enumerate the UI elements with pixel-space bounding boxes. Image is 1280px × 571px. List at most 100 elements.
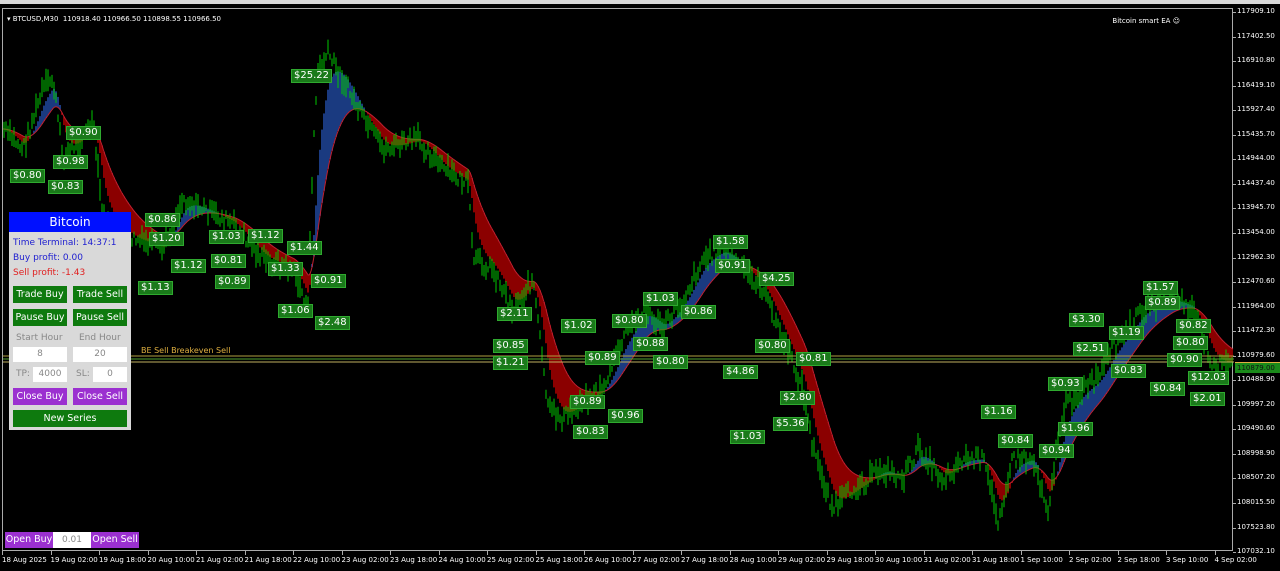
be-sell-label: BE Sell Breakeven Sell — [139, 346, 233, 355]
end-hour-label: End Hour — [79, 333, 121, 343]
time-tick: 30 Aug 10:00 — [875, 551, 923, 564]
trade-profit-label: $2.48 — [315, 316, 350, 330]
price-tick: 112470.60 — [1233, 277, 1275, 286]
chart-header: ▾ BTCUSD,M30 110918.40 110966.50 110898.… — [7, 15, 221, 23]
price-tick: 112962.30 — [1233, 252, 1275, 261]
price-chart[interactable] — [3, 9, 1234, 552]
trade-profit-label: $0.93 — [1048, 377, 1083, 391]
trade-profit-label: $1.21 — [493, 356, 528, 370]
trade-profit-label: $0.80 — [612, 314, 647, 328]
trade-profit-label: $1.03 — [209, 230, 244, 244]
time-tick: 2 Sep 18:00 — [1117, 551, 1160, 564]
price-tick: 116910.80 — [1233, 56, 1275, 65]
trade-profit-label: $1.13 — [138, 281, 173, 295]
trade-profit-label: $0.89 — [215, 275, 250, 289]
trade-profit-label: $4.86 — [723, 365, 758, 379]
new-series-button[interactable]: New Series — [13, 410, 127, 427]
price-tick: 109490.60 — [1233, 424, 1275, 433]
trade-sell-button[interactable]: Trade Sell — [73, 286, 127, 303]
lot-size-input[interactable]: 0.01 — [53, 532, 91, 548]
trade-profit-label: $3.30 — [1069, 313, 1104, 327]
time-tick: 23 Aug 18:00 — [390, 551, 438, 564]
time-tick: 23 Aug 02:00 — [341, 551, 389, 564]
trade-profit-label: $1.19 — [1109, 326, 1144, 340]
price-tick: 107523.80 — [1233, 522, 1275, 531]
tp-input[interactable]: 4000 — [33, 367, 67, 382]
price-tick: 114944.00 — [1233, 154, 1275, 163]
time-tick: 21 Aug 18:00 — [244, 551, 292, 564]
price-tick: 110488.90 — [1233, 375, 1275, 384]
price-tick: 108507.20 — [1233, 473, 1275, 482]
slow-ma-line — [3, 106, 1234, 486]
time-terminal: Time Terminal: 14:37:1 — [13, 238, 117, 248]
trade-profit-label: $0.83 — [573, 425, 608, 439]
sell-profit: Sell profit: -1.43 — [13, 268, 86, 278]
price-tick: 115435.70 — [1233, 129, 1275, 138]
panel-title: Bitcoin — [9, 212, 131, 232]
time-tick: 28 Aug 10:00 — [729, 551, 777, 564]
trade-profit-label: $0.81 — [211, 254, 246, 268]
trade-buy-button[interactable]: Trade Buy — [13, 286, 67, 303]
order-line-label: BE Sell — [141, 346, 169, 355]
time-tick: 27 Aug 18:00 — [681, 551, 729, 564]
trade-profit-label: $1.57 — [1143, 281, 1178, 295]
price-tick: 111964.00 — [1233, 301, 1275, 310]
trade-profit-label: $1.02 — [561, 319, 596, 333]
trade-profit-label: $1.33 — [268, 262, 303, 276]
time-tick: 31 Aug 18:00 — [972, 551, 1020, 564]
price-tick: 108998.90 — [1233, 448, 1275, 457]
time-tick: 18 Aug 2025 — [2, 551, 47, 564]
trade-profit-label: $0.98 — [53, 155, 88, 169]
trade-profit-label: $1.12 — [248, 229, 283, 243]
ea-label: Bitcoin smart EA ☺ — [1112, 17, 1180, 25]
time-tick: 29 Aug 18:00 — [826, 551, 874, 564]
price-tick: 114437.40 — [1233, 178, 1275, 187]
pause-buy-button[interactable]: Pause Buy — [13, 309, 67, 326]
price-tick: 108015.50 — [1233, 498, 1275, 506]
time-tick: 3 Sep 10:00 — [1166, 551, 1209, 564]
trade-profit-label: $0.85 — [493, 339, 528, 353]
price-axis[interactable]: 117909.10 117402.50 116910.80 116419.10 1159… — [1233, 4, 1280, 555]
buy-profit: Buy profit: 0.00 — [13, 253, 83, 263]
trade-profit-label: $0.84 — [998, 434, 1033, 448]
trade-profit-label: $0.89 — [570, 395, 605, 409]
trade-profit-label: $2.01 — [1190, 392, 1225, 406]
trade-profit-label: $1.58 — [713, 235, 748, 249]
trade-profit-label: $12.03 — [1188, 371, 1229, 385]
sl-input[interactable]: 0 — [93, 367, 127, 382]
ohlc-values: 110918.40 110966.50 110898.55 110966.50 — [62, 15, 221, 23]
open-buy-button[interactable]: Open Buy — [5, 532, 53, 548]
trade-profit-label: $1.06 — [278, 304, 313, 318]
trade-profit-label: $1.03 — [730, 430, 765, 444]
current-price-tag: 110879.00 — [1235, 362, 1280, 373]
trade-profit-label: $0.80 — [653, 355, 688, 369]
trade-profit-label: $0.86 — [145, 213, 180, 227]
open-sell-button[interactable]: Open Sell — [91, 532, 139, 548]
price-tick: 113945.70 — [1233, 203, 1275, 212]
trade-profit-label: $1.96 — [1058, 422, 1093, 436]
close-buy-button[interactable]: Close Buy — [13, 388, 67, 405]
chart-area[interactable]: ▾ BTCUSD,M30 110918.40 110966.50 110898.… — [2, 8, 1234, 552]
end-hour-input[interactable]: 20 — [73, 347, 127, 362]
time-tick: 21 Aug 02:00 — [196, 551, 244, 564]
collapse-arrow-icon[interactable]: ▾ — [7, 15, 11, 23]
price-tick: 113454.00 — [1233, 227, 1275, 236]
trade-profit-label: $0.83 — [48, 180, 83, 194]
time-tick: 4 Sep 02:00 — [1214, 551, 1257, 564]
price-tick: 111472.30 — [1233, 326, 1275, 335]
time-tick: 19 Aug 18:00 — [99, 551, 147, 564]
time-tick: 22 Aug 10:00 — [293, 551, 341, 564]
start-hour-label: Start Hour — [16, 333, 63, 343]
trade-profit-label: $0.80 — [1173, 336, 1208, 350]
smiley-icon: ☺ — [1172, 17, 1180, 25]
trade-profit-label: $5.36 — [773, 417, 808, 431]
trade-profit-label: $0.94 — [1039, 444, 1074, 458]
close-sell-button[interactable]: Close Sell — [73, 388, 127, 405]
trade-profit-label: $1.03 — [643, 292, 678, 306]
start-hour-input[interactable]: 8 — [13, 347, 67, 362]
trade-profit-label: $2.80 — [780, 391, 815, 405]
time-tick: 26 Aug 10:00 — [584, 551, 632, 564]
pause-sell-button[interactable]: Pause Sell — [73, 309, 127, 326]
trade-profit-label: $0.84 — [1150, 382, 1185, 396]
time-axis[interactable]: 18 Aug 2025 19 Aug 02:00 19 Aug 18:00 20 Au… — [0, 551, 1257, 571]
